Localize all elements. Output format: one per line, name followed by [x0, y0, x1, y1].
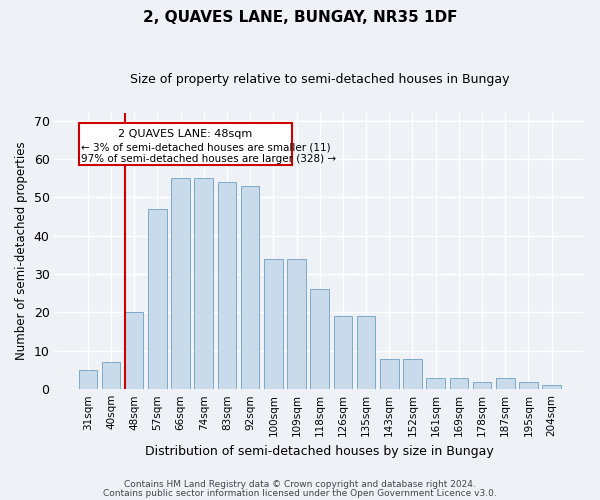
Title: Size of property relative to semi-detached houses in Bungay: Size of property relative to semi-detach… [130, 72, 509, 86]
Text: 97% of semi-detached houses are larger (328) →: 97% of semi-detached houses are larger (… [81, 154, 336, 164]
Text: Contains public sector information licensed under the Open Government Licence v3: Contains public sector information licen… [103, 490, 497, 498]
Bar [449, 378, 468, 389]
Bar [310, 290, 329, 389]
Bar [218, 182, 236, 389]
Text: ← 3% of semi-detached houses are smaller (11): ← 3% of semi-detached houses are smaller… [81, 142, 331, 152]
Bar [125, 312, 143, 389]
Text: 2 QUAVES LANE: 48sqm: 2 QUAVES LANE: 48sqm [118, 130, 253, 140]
Bar [403, 358, 422, 389]
Bar [473, 382, 491, 389]
Text: 2, QUAVES LANE, BUNGAY, NR35 1DF: 2, QUAVES LANE, BUNGAY, NR35 1DF [143, 10, 457, 25]
Bar [287, 259, 306, 389]
Bar [102, 362, 120, 389]
Bar [427, 378, 445, 389]
Bar [519, 382, 538, 389]
Bar [357, 316, 376, 389]
Bar [148, 209, 167, 389]
X-axis label: Distribution of semi-detached houses by size in Bungay: Distribution of semi-detached houses by … [145, 444, 494, 458]
Bar [380, 358, 398, 389]
Bar [334, 316, 352, 389]
Bar [241, 186, 259, 389]
Bar [171, 178, 190, 389]
FancyBboxPatch shape [79, 122, 292, 165]
Text: Contains HM Land Registry data © Crown copyright and database right 2024.: Contains HM Land Registry data © Crown c… [124, 480, 476, 489]
Bar [194, 178, 213, 389]
Bar [264, 259, 283, 389]
Bar [496, 378, 515, 389]
Bar [542, 386, 561, 389]
Y-axis label: Number of semi-detached properties: Number of semi-detached properties [15, 142, 28, 360]
Bar [79, 370, 97, 389]
